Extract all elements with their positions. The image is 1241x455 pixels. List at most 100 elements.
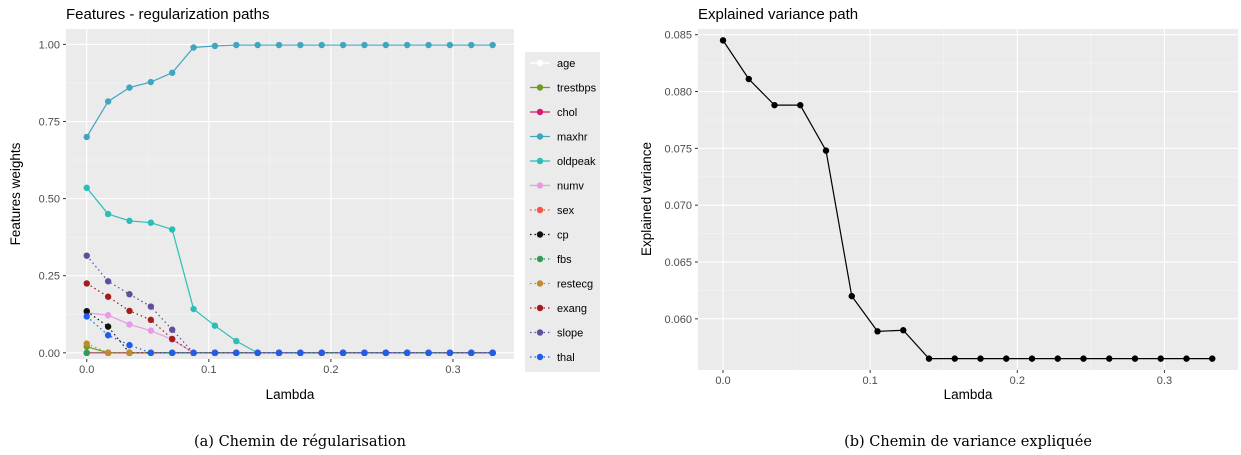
legend-label-thal: thal (557, 352, 575, 364)
y-tick-label: 0.75 (39, 117, 60, 129)
chart-a-x-axis-label: Lambda (266, 387, 315, 402)
panel-regularization-paths: Features - regularization paths 0.0 0.1 0.… (8, 6, 600, 450)
data-point-oldpeak (211, 322, 219, 329)
legend-marker-restecg (536, 280, 544, 287)
data-point-explained-variance (1131, 355, 1139, 362)
data-point-maxhr (254, 41, 261, 49)
data-point-explained-variance (848, 292, 855, 300)
chart-b-series-points (719, 37, 1216, 362)
data-point-fbs (83, 349, 90, 357)
legend-marker-age (536, 59, 544, 67)
legend-label-slope: slope (557, 328, 583, 340)
legend-key-fbs (530, 255, 550, 263)
data-point-maxhr (169, 69, 176, 76)
data-point-maxhr (403, 41, 411, 49)
data-point-explained-variance (745, 75, 752, 83)
x-tick-label: 0.1 (863, 375, 878, 387)
chart-a-y-axis-label: Features weights (8, 142, 23, 245)
data-point-slope (83, 252, 90, 259)
legend-marker-cp (536, 231, 544, 238)
legend-marker-maxhr (536, 133, 544, 140)
data-point-exang (126, 307, 133, 315)
data-point-maxhr (446, 41, 454, 49)
legend-label-trestbps: trestbps (557, 83, 597, 95)
data-point-maxhr (339, 41, 347, 49)
x-tick-label: 0.3 (1157, 375, 1172, 387)
legend-label-restecg: restecg (557, 279, 593, 291)
legend-label-sex: sex (557, 205, 575, 217)
data-point-explained-variance (1028, 355, 1036, 362)
data-point-thal (468, 349, 475, 357)
data-point-restecg (126, 349, 133, 357)
x-tick-label: 0.0 (79, 364, 94, 376)
data-point-oldpeak (83, 184, 90, 192)
data-point-thal (147, 349, 155, 357)
data-point-explained-variance (977, 355, 984, 362)
legend-key-oldpeak (530, 157, 550, 165)
data-point-explained-variance (771, 101, 778, 109)
legend-label-age: age (557, 58, 575, 70)
data-point-maxhr (318, 41, 325, 49)
legend-key-trestbps (530, 84, 550, 91)
chart-a-plot-background (66, 29, 514, 359)
chart-a-legend: age trestbps chol maxhr oldpeak numv sex cp fbs r… (530, 58, 597, 364)
y-tick-label: 0.065 (664, 257, 692, 269)
legend-key-sex (530, 206, 550, 214)
series-line-explained-variance (722, 40, 1213, 360)
legend-label-numv: numv (557, 181, 584, 193)
data-point-maxhr (190, 44, 197, 51)
legend-marker-exang (536, 304, 544, 312)
data-point-maxhr (361, 41, 368, 49)
data-point-thal (169, 349, 176, 357)
panel-explained-variance-path: Explained variance path 0.0 0.1 0.2 0.3 0.06… (639, 6, 1238, 450)
data-point-maxhr (489, 41, 496, 49)
data-point-oldpeak (147, 219, 155, 226)
data-point-explained-variance (1054, 355, 1061, 362)
y-tick-label: 0.075 (664, 143, 692, 155)
data-point-maxhr (425, 41, 432, 49)
data-point-cp (83, 307, 90, 315)
caption-a: (a) Chemin de régularisation (194, 434, 406, 450)
y-tick-label: 0.085 (664, 30, 692, 42)
legend-key-numv (530, 182, 550, 189)
legend-key-thal (530, 353, 550, 361)
x-tick-label: 0.2 (323, 364, 338, 376)
data-point-cp (104, 323, 112, 330)
y-tick-label: 1.00 (39, 39, 60, 51)
data-point-explained-variance (822, 147, 830, 154)
legend-label-oldpeak: oldpeak (557, 156, 596, 168)
chart-a-series-points (83, 41, 496, 357)
data-point-maxhr (211, 42, 219, 50)
legend-label-fbs: fbs (557, 254, 572, 266)
data-point-restecg (104, 349, 112, 357)
data-point-thal (83, 313, 90, 320)
data-point-slope (147, 303, 155, 310)
data-point-oldpeak (233, 337, 240, 345)
data-point-thal (382, 349, 390, 357)
data-point-thal (275, 349, 283, 357)
data-point-thal (211, 349, 219, 357)
legend-label-maxhr: maxhr (557, 132, 588, 144)
x-tick-label: 0.3 (445, 364, 460, 376)
data-point-thal (403, 349, 411, 357)
data-point-maxhr (83, 133, 90, 141)
legend-marker-fbs (536, 255, 544, 263)
series-line-maxhr (86, 44, 493, 138)
data-point-explained-variance (1080, 355, 1087, 362)
data-point-oldpeak (190, 305, 197, 313)
data-point-thal (297, 349, 304, 357)
data-point-explained-variance (719, 37, 727, 44)
legend-marker-oldpeak (536, 157, 544, 165)
data-point-maxhr (382, 41, 390, 49)
chart-b-y-axis-label: Explained variance (639, 142, 654, 256)
data-point-explained-variance (1209, 355, 1216, 362)
data-point-thal (104, 332, 112, 339)
legend-marker-thal (536, 353, 544, 361)
x-tick-label: 0.2 (1010, 375, 1025, 387)
y-tick-label: 0.060 (664, 314, 692, 326)
data-point-numv (104, 312, 112, 319)
chart-b-title: Explained variance path (698, 6, 858, 23)
data-point-oldpeak (169, 226, 176, 233)
x-tick-label: 0.0 (715, 375, 730, 387)
